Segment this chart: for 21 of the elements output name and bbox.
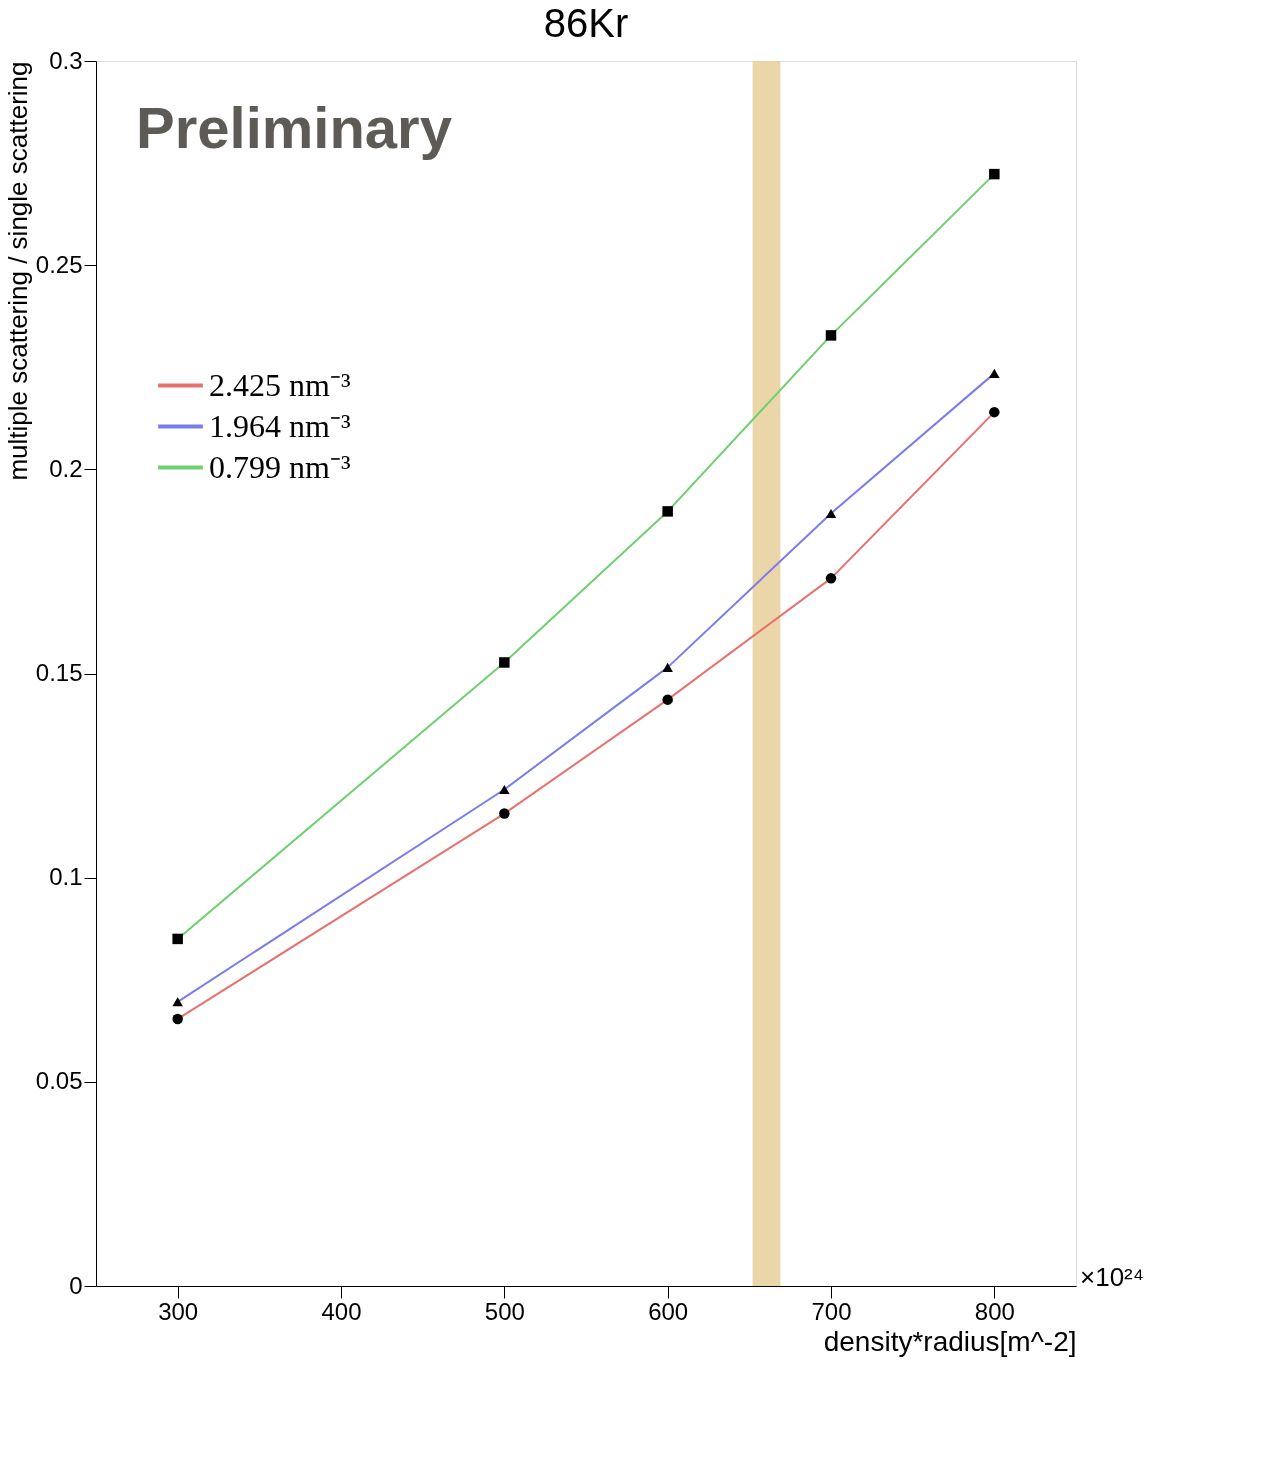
y-tick-label: 0.15 — [35, 659, 83, 686]
y-axis-title: multiple scattering / single scattering — [2, 61, 33, 481]
x-tick-label: 600 — [648, 1297, 689, 1325]
legend-label: 1.964 nm⁻³ — [209, 407, 351, 444]
legend-label: 2.425 nm⁻³ — [209, 366, 351, 403]
text: ×10²⁴ — [1080, 1262, 1144, 1292]
y-tick-label: 0 — [69, 1271, 83, 1299]
y-tick-label: 0.25 — [35, 250, 83, 278]
y-tick-label: 0.05 — [35, 1067, 83, 1095]
x-tick-label: 800 — [974, 1297, 1015, 1325]
y-tick-label: 0.3 — [49, 46, 83, 74]
x-tick-label: 500 — [484, 1297, 525, 1325]
y-tick-label: 0.2 — [49, 454, 83, 482]
x-tick-label: 300 — [158, 1297, 199, 1325]
chart-title: 86Kr — [543, 1, 629, 45]
legend-label: 0.799 nm⁻³ — [209, 448, 351, 485]
annotation: Preliminary — [136, 95, 452, 160]
x-tick-label: 400 — [321, 1297, 362, 1325]
x-axis-title: density*radius[m^-2] — [823, 1325, 1077, 1357]
x-tick-label: 700 — [811, 1297, 852, 1325]
y-tick-label: 0.1 — [49, 863, 83, 891]
